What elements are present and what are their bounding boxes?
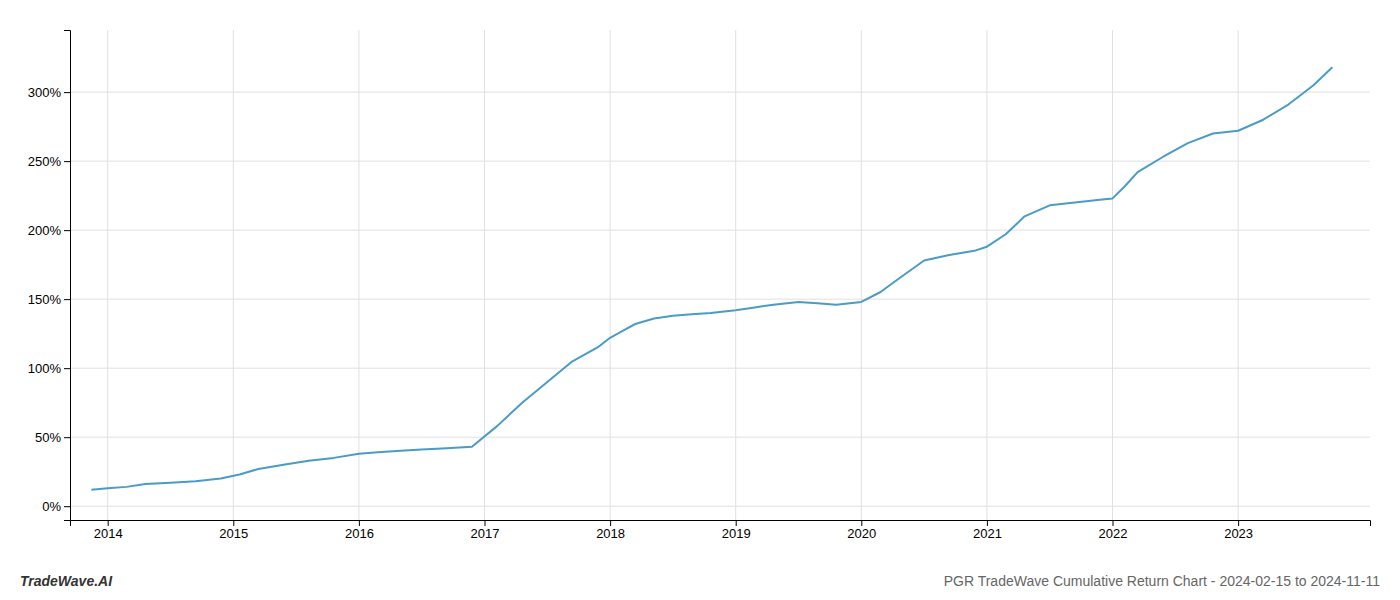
tick-mark xyxy=(64,437,70,438)
grid-line xyxy=(861,30,862,520)
tick-mark xyxy=(64,299,70,300)
tick: 2020 xyxy=(847,520,876,541)
x-axis: 2014 2015 2016 2017 2018 2019 2020 2021 2022 2023 xyxy=(71,520,1371,541)
tick-mark xyxy=(64,506,70,507)
grid-line xyxy=(107,30,108,520)
tick-label: 0% xyxy=(42,499,61,514)
tick-label: 2020 xyxy=(847,526,876,541)
tick: 2016 xyxy=(345,520,374,541)
tick-label: 2023 xyxy=(1224,526,1253,541)
tick: 0% xyxy=(42,499,70,514)
tick-label: 250% xyxy=(28,154,62,169)
tick: 2015 xyxy=(219,520,248,541)
grid-line xyxy=(358,30,359,520)
grid-line xyxy=(70,437,1370,438)
grid-line xyxy=(70,368,1370,369)
tick: 2017 xyxy=(471,520,500,541)
tick-mark xyxy=(1113,520,1114,526)
tick-label: 150% xyxy=(28,292,62,307)
tick: 2018 xyxy=(596,520,625,541)
tick-mark xyxy=(861,520,862,526)
tick: 150% xyxy=(28,292,70,307)
grid-line xyxy=(484,30,485,520)
watermark: TradeWave.AI xyxy=(20,573,113,589)
tick-mark xyxy=(987,520,988,526)
axis-line xyxy=(64,31,71,521)
plot: 2014 2015 2016 2017 2018 2019 2020 2021 2022 2023… xyxy=(28,30,1371,541)
tick: 2022 xyxy=(1099,520,1128,541)
grid-line xyxy=(70,161,1370,162)
grid-line xyxy=(70,299,1370,300)
tick-mark xyxy=(108,520,109,526)
grid-line xyxy=(70,92,1370,93)
tick: 300% xyxy=(28,85,70,100)
grid-line xyxy=(735,30,736,520)
grid-line xyxy=(986,30,987,520)
tick-mark xyxy=(64,92,70,93)
tick-label: 100% xyxy=(28,361,62,376)
tick-mark xyxy=(1238,520,1239,526)
tick-mark xyxy=(64,230,70,231)
tick-mark xyxy=(64,161,70,162)
tick-label: 300% xyxy=(28,85,62,100)
tick: 250% xyxy=(28,154,70,169)
axis-line xyxy=(71,521,1371,527)
tick: 50% xyxy=(35,430,70,445)
tick-label: 2018 xyxy=(596,526,625,541)
marks xyxy=(91,67,1332,489)
title: PGR TradeWave Cumulative Return Chart - … xyxy=(944,573,1381,589)
tick: 2023 xyxy=(1224,520,1253,541)
grid-line xyxy=(70,506,1370,507)
grid-line xyxy=(233,30,234,520)
tick-label: 200% xyxy=(28,223,62,238)
tick: 2014 xyxy=(94,520,123,541)
tick-label: 2014 xyxy=(94,526,123,541)
tick: 2021 xyxy=(973,520,1002,541)
tick-mark xyxy=(233,520,234,526)
tick-mark xyxy=(359,520,360,526)
line xyxy=(91,67,1332,489)
grid-line xyxy=(1238,30,1239,520)
tick-mark xyxy=(610,520,611,526)
tick-label: 2017 xyxy=(471,526,500,541)
tick-mark xyxy=(736,520,737,526)
grid xyxy=(70,30,1370,520)
tick-mark xyxy=(64,368,70,369)
tick-label: 2021 xyxy=(973,526,1002,541)
tick-label: 2016 xyxy=(345,526,374,541)
grid-line xyxy=(70,230,1370,231)
tick-label: 2022 xyxy=(1099,526,1128,541)
grid-line xyxy=(610,30,611,520)
grid-line xyxy=(1112,30,1113,520)
tick-label: 2019 xyxy=(722,526,751,541)
tick-label: 2015 xyxy=(219,526,248,541)
tick: 200% xyxy=(28,223,70,238)
tick: 2019 xyxy=(722,520,751,541)
tick-mark xyxy=(484,520,485,526)
chart: 2014 2015 2016 2017 2018 2019 2020 2021 2022 2023… xyxy=(0,0,1400,600)
y-axis: 0% 50% 100% 150% 200% 250% 300% xyxy=(28,31,71,521)
tick-label: 50% xyxy=(35,430,61,445)
tick: 100% xyxy=(28,361,70,376)
